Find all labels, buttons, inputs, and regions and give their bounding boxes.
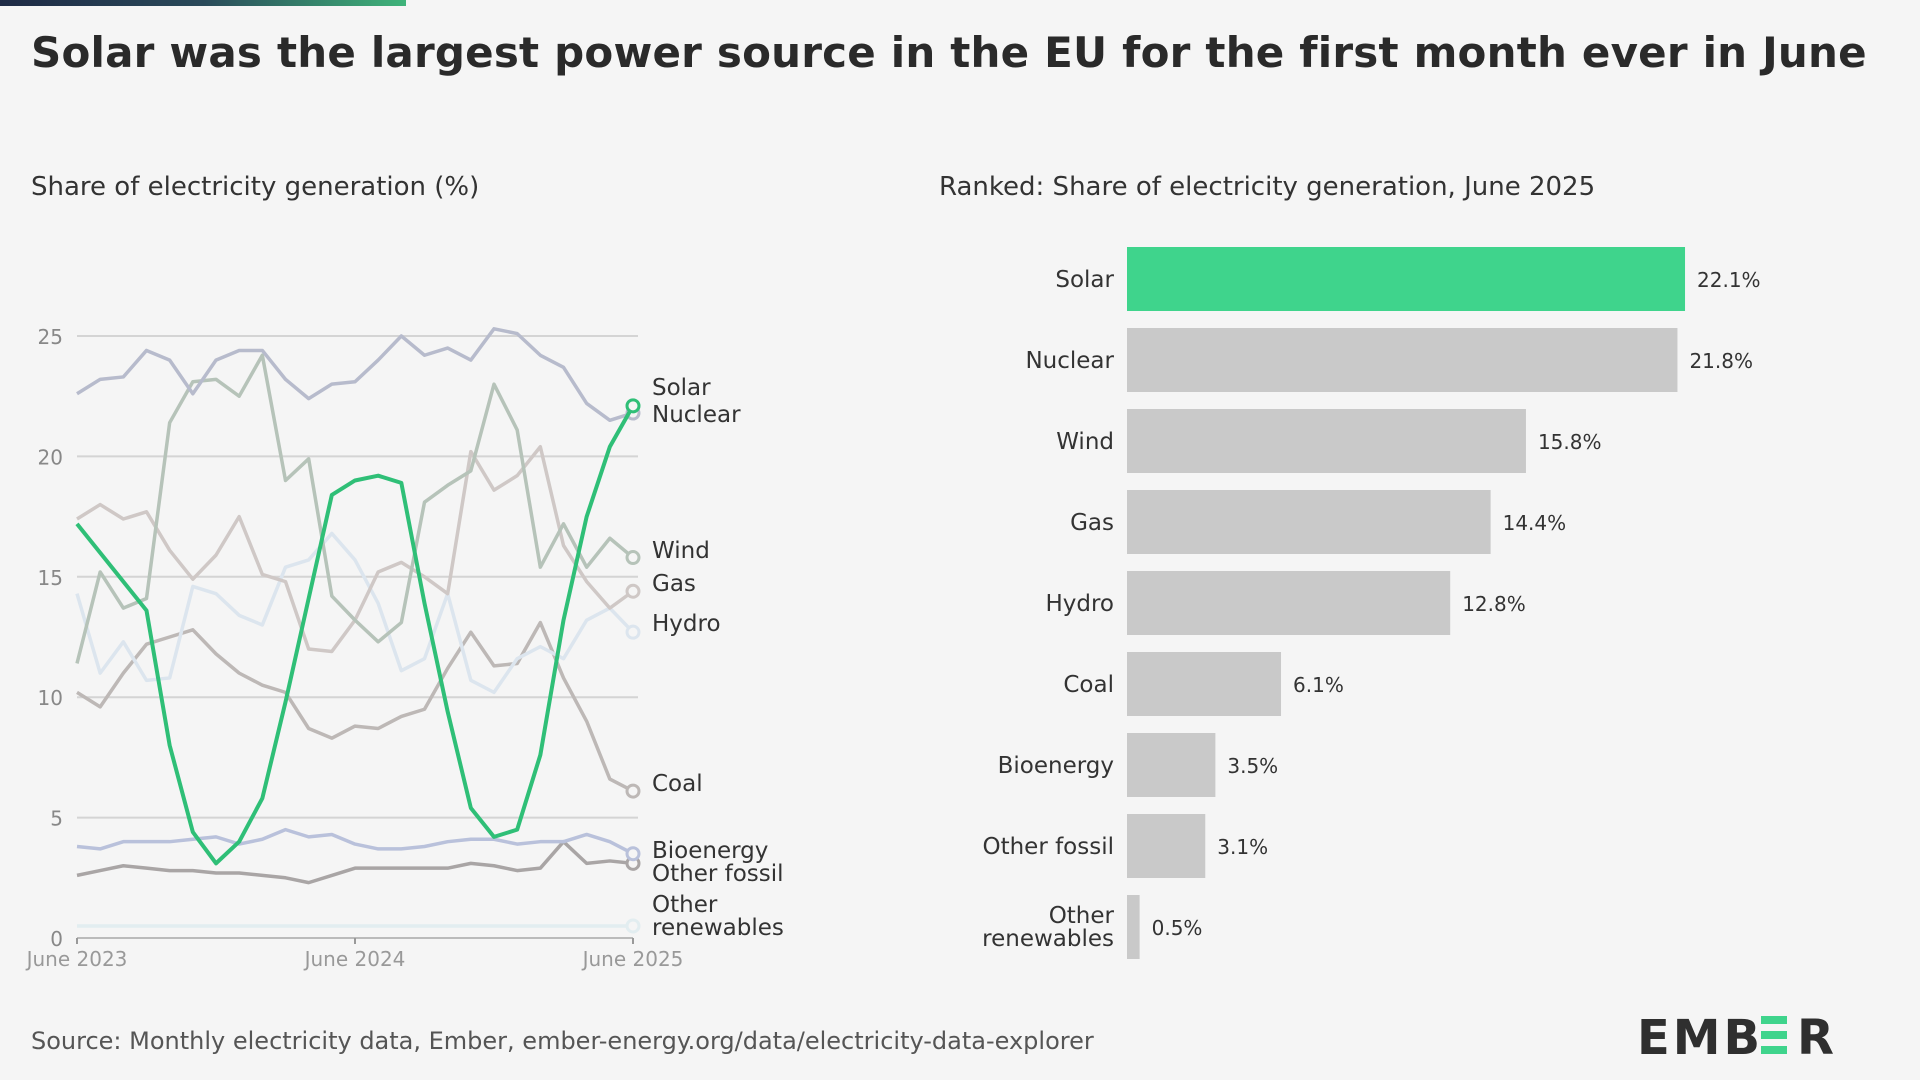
source-note: Source: Monthly electricity data, Ember,… (31, 1027, 1094, 1055)
ember-logo: EMB R (1637, 1010, 1834, 1060)
data-label: 3.1% (1217, 835, 1268, 859)
category-label: Bioenergy (998, 753, 1114, 779)
data-label: 3.5% (1227, 754, 1278, 778)
category-label: Other (1049, 903, 1115, 929)
category-label: Gas (1070, 510, 1114, 536)
x-tick-label: June 2024 (303, 947, 406, 971)
bar-chart: Solar 22.1% Nuclear 21.8% Wind 15.8% Gas 14.4% H… (982, 247, 1761, 959)
y-tick-label: 25 (38, 325, 63, 349)
series-line-wind (75, 353, 635, 664)
category-label: Wind (1056, 429, 1114, 455)
series-label: Coal (652, 771, 703, 797)
series-label: Wind (652, 538, 710, 564)
series-line-coal (76, 620, 634, 793)
data-label: 14.4% (1503, 511, 1567, 535)
line-chart-title: Share of electricity generation (%) (31, 172, 480, 202)
y-tick-label: 20 (38, 445, 63, 469)
data-label: 12.8% (1462, 592, 1526, 616)
end-point-wind (625, 550, 641, 566)
series-line-solar (75, 404, 635, 866)
series-line-bioenergy (76, 827, 634, 856)
category-label: Coal (1063, 672, 1114, 698)
x-tick-label: June 2023 (25, 947, 128, 971)
line-chart: 0 5 10 15 20 25 June 2023 June 2024 June 2025 Sol… (25, 325, 784, 971)
y-tick-label: 15 (38, 566, 63, 590)
y-tick-label: 5 (50, 807, 63, 831)
data-label: 15.8% (1538, 430, 1602, 454)
data-label: 22.1% (1697, 268, 1761, 292)
series-line-hydro (75, 531, 635, 695)
end-point-gas (625, 583, 641, 599)
series-label: Gas (652, 571, 696, 597)
category-label: Solar (1055, 267, 1114, 293)
data-label: 0.5% (1152, 916, 1203, 940)
bar-other-renewables (1127, 895, 1140, 959)
bar-chart-title: Ranked: Share of electricity generation,… (939, 172, 1596, 202)
end-point-other-renewables (625, 918, 641, 934)
series-line-nuclear (76, 327, 634, 423)
category-label: Other fossil (982, 834, 1114, 860)
bar-gas (1127, 490, 1491, 554)
y-tick-label: 0 (50, 927, 63, 951)
data-label: 21.8% (1689, 349, 1753, 373)
x-tick-label: June 2025 (581, 947, 684, 971)
series-label: Other fossil (652, 861, 784, 887)
bar-nuclear (1127, 328, 1678, 392)
bar-coal (1127, 652, 1282, 716)
svg-text:R: R (1797, 1010, 1834, 1060)
svg-text:EMB: EMB (1637, 1010, 1763, 1060)
y-tick-label: 10 (38, 686, 63, 710)
end-point-solar (625, 398, 641, 414)
series-label: Hydro (652, 611, 721, 637)
category-label: Hydro (1045, 591, 1114, 617)
series-line-other-fossil (76, 839, 634, 885)
series-label: Bioenergy (652, 838, 768, 864)
end-point-hydro (625, 624, 641, 640)
bar-hydro (1127, 571, 1451, 635)
top-accent-bar (0, 0, 406, 6)
end-point-bioenergy (625, 846, 641, 862)
bar-wind (1127, 409, 1526, 473)
bar-solar (1127, 247, 1686, 311)
series-label: Other (652, 892, 718, 918)
end-point-coal (625, 783, 641, 799)
category-label: renewables (982, 926, 1114, 952)
series-label: Solar (652, 375, 711, 401)
series-label: renewables (652, 915, 784, 941)
bar-bioenergy (1127, 733, 1216, 797)
page-title: Solar was the largest power source in th… (31, 28, 1867, 77)
series-label: Nuclear (652, 402, 741, 428)
data-label: 6.1% (1293, 673, 1344, 697)
bar-other-fossil (1127, 814, 1206, 878)
category-label: Nuclear (1025, 348, 1114, 374)
